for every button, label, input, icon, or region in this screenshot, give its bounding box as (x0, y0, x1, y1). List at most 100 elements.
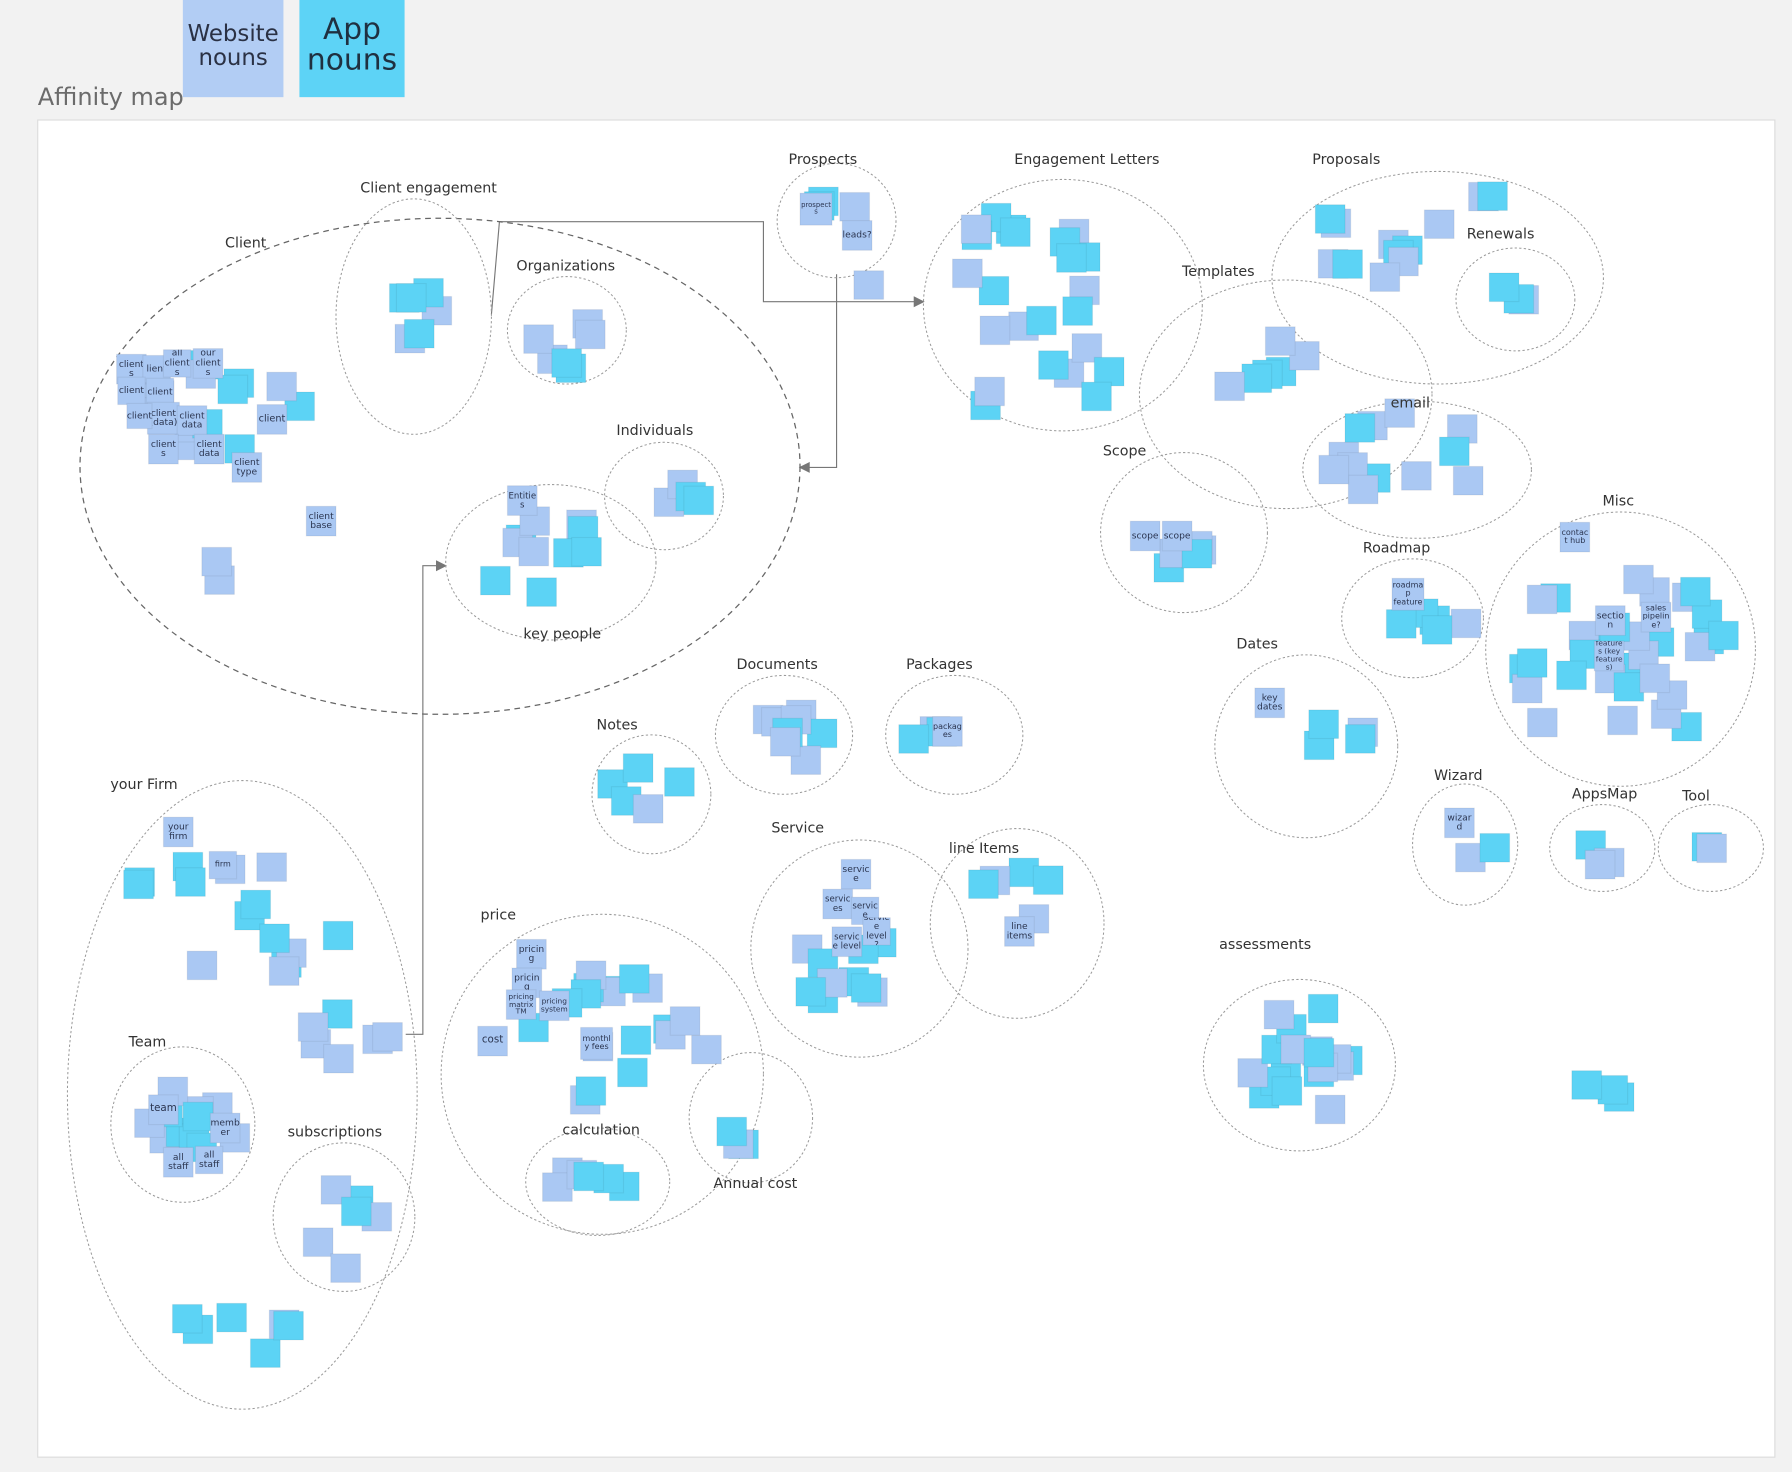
cluster-outline (1657, 804, 1764, 892)
note-text: client data (179, 409, 205, 430)
sticky-note (1318, 454, 1350, 485)
sticky-note (1452, 465, 1484, 496)
note-text: client (258, 413, 286, 425)
sticky-note (231, 451, 263, 483)
sticky-note (182, 1101, 214, 1132)
sticky: roadmap feature (1391, 577, 1425, 611)
note-text: services (824, 893, 851, 914)
sticky-note (297, 1012, 329, 1042)
sticky-note (620, 1025, 652, 1055)
sticky-note (305, 505, 337, 537)
sticky: client base (305, 505, 337, 537)
frame (37, 119, 1776, 1458)
sticky: section (1594, 605, 1626, 636)
sticky-note (1593, 640, 1625, 672)
note-box: client data (179, 409, 205, 430)
sticky: key dates (1254, 687, 1286, 719)
cluster-outline (929, 828, 1105, 1019)
note-text: service (852, 900, 878, 920)
sticky-note (931, 715, 963, 747)
sticky-note (1511, 673, 1543, 704)
sticky-note (516, 938, 547, 970)
sticky-note (999, 217, 1031, 248)
note-box: monthly fees (582, 1034, 610, 1051)
cluster-label: AppsMap (1572, 786, 1637, 802)
sticky-note (1516, 648, 1548, 678)
cluster-label: Annual cost (714, 1176, 798, 1192)
cluster-label: price (481, 907, 517, 923)
cluster-label: Scope (1103, 443, 1147, 459)
sticky-note (1708, 620, 1739, 651)
cluster-outline (79, 217, 801, 715)
sticky-note (1062, 296, 1094, 326)
note-text: all clients (164, 349, 190, 378)
sticky: wizard (1444, 807, 1475, 839)
note-box: packages (933, 722, 962, 739)
note-text: firm (214, 859, 231, 869)
sticky-note (162, 349, 192, 378)
sticky-note (664, 767, 695, 797)
note-box: client data (197, 439, 222, 458)
note-text: key dates (1257, 692, 1283, 712)
sticky-note (831, 926, 863, 958)
sticky-note (1263, 999, 1295, 1030)
sticky-note (575, 1076, 607, 1106)
note-text: all staff (168, 1151, 189, 1172)
sticky-note (1254, 687, 1286, 719)
note-box: service (842, 864, 869, 883)
note-box: client (data) (150, 408, 178, 427)
note-text: pricing (518, 943, 545, 964)
note-box: client base (309, 511, 334, 530)
sticky-note (968, 869, 999, 900)
connector (802, 274, 838, 468)
sticky: scope (1129, 520, 1161, 552)
sticky-note (1584, 849, 1616, 880)
cluster-outline (1412, 783, 1519, 906)
cluster-label: Prospects (788, 152, 857, 168)
sticky-note (850, 973, 882, 1003)
connector (490, 221, 922, 315)
sticky-note (249, 1338, 281, 1368)
note-box: service level ? (864, 918, 889, 945)
cluster-label: Documents (736, 657, 817, 673)
note-text: lient (146, 363, 167, 374)
sticky: client data (176, 405, 208, 436)
sticky-note (1038, 350, 1069, 380)
sticky-note (1161, 520, 1193, 552)
sticky: all staff (162, 1146, 194, 1178)
sticky: service (840, 858, 872, 890)
cluster-label: Proposals (1312, 152, 1380, 168)
sticky-note (1438, 436, 1470, 467)
cluster-outline (525, 1127, 671, 1236)
sticky-note (186, 950, 218, 981)
sticky-note (1332, 249, 1364, 279)
note-text: line items (1006, 920, 1033, 941)
sticky-note (194, 1145, 224, 1175)
note-box: features (key features) (1596, 641, 1623, 671)
sticky: client data (193, 433, 225, 465)
sticky-note (273, 1310, 304, 1341)
cluster-outline (591, 734, 712, 855)
sticky-note (1444, 807, 1475, 839)
cluster-label: key people (523, 626, 601, 642)
sticky-note (1597, 1074, 1629, 1105)
cluster-outline (1549, 804, 1656, 892)
cluster-label: Dates (1236, 637, 1278, 653)
note-text: clients (150, 438, 176, 459)
note-box: all staff (168, 1151, 189, 1172)
note-box: client (147, 386, 172, 396)
sticky: our clients (192, 347, 224, 379)
sticky-note (259, 923, 290, 954)
cluster-label: Wizard (1434, 768, 1483, 784)
sticky: contact hub (1559, 521, 1591, 553)
note-text: clients (118, 358, 144, 379)
note-text: Entities (508, 490, 537, 510)
sticky-note (960, 214, 992, 245)
note-box: section (1597, 610, 1624, 629)
sticky-note (1559, 521, 1591, 553)
cluster-label: Service (771, 821, 824, 837)
cluster-outline (440, 913, 764, 1235)
sticky-note (1385, 609, 1417, 639)
sticky-note (505, 989, 537, 1020)
sticky-note (323, 1043, 354, 1074)
